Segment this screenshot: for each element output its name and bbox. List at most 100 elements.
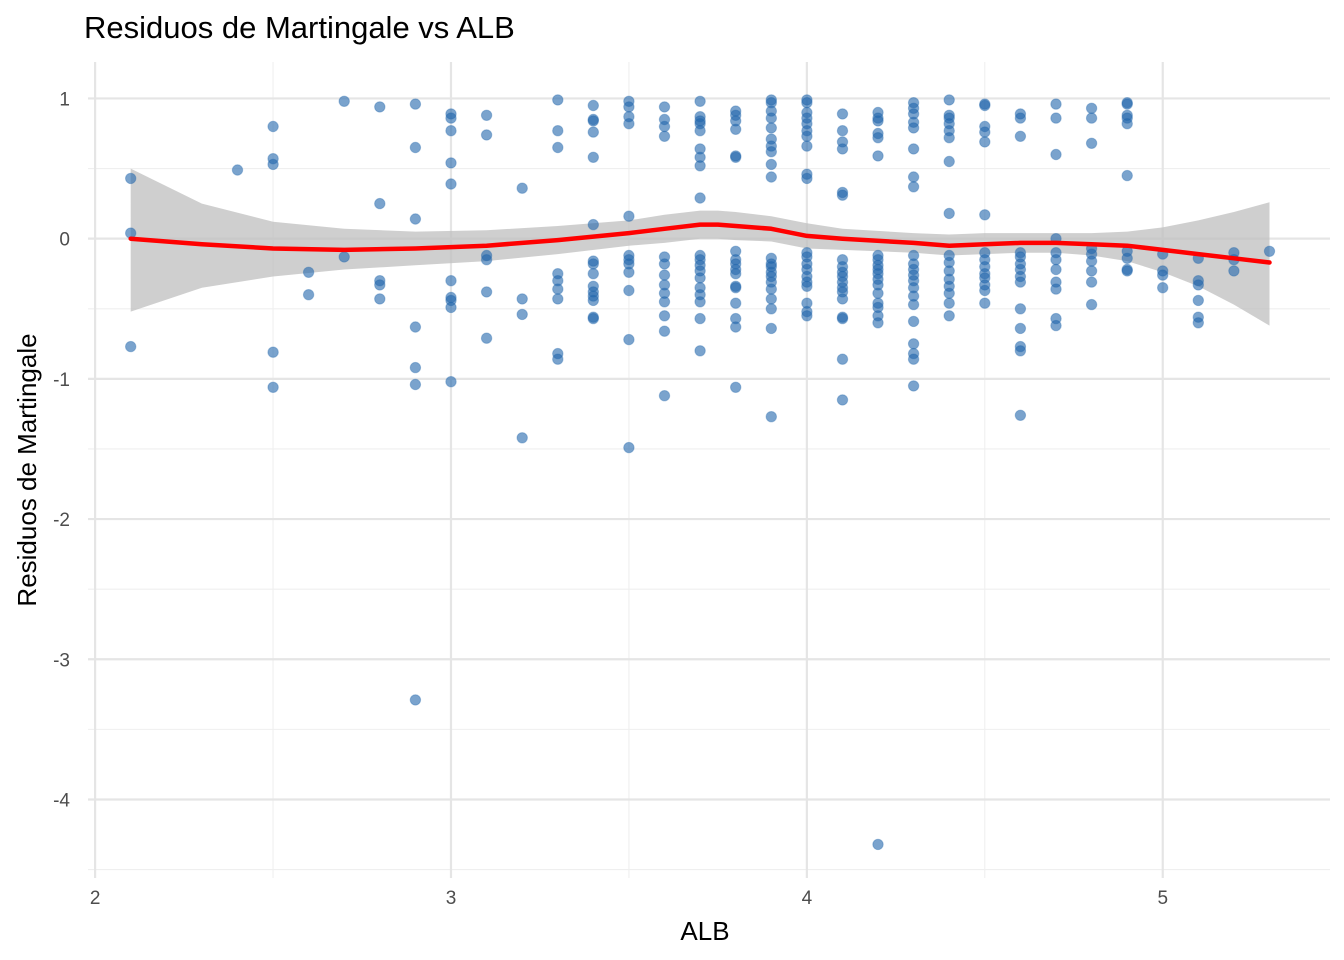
data-point: [872, 317, 884, 329]
data-point: [658, 269, 671, 281]
data-point: [765, 303, 777, 315]
data-point: [409, 141, 422, 154]
data-point: [694, 345, 706, 357]
data-point: [338, 251, 350, 263]
data-point: [623, 210, 635, 222]
data-point: [1050, 98, 1062, 110]
data-point: [1050, 283, 1062, 295]
data-point: [125, 172, 137, 185]
data-point: [801, 310, 813, 322]
data-point: [658, 310, 671, 322]
data-point: [1085, 276, 1098, 288]
data-point: [302, 266, 315, 278]
data-point: [979, 99, 991, 112]
data-point: [125, 340, 137, 353]
data-point: [623, 266, 635, 278]
data-point: [409, 98, 422, 110]
data-point: [267, 346, 279, 358]
data-point: [907, 171, 920, 183]
data-point: [658, 101, 671, 113]
data-point: [409, 321, 422, 333]
data-point: [979, 136, 991, 148]
data-point: [1014, 409, 1027, 421]
data-point: [1192, 294, 1205, 307]
data-point: [1050, 112, 1062, 124]
data-point: [1085, 137, 1098, 150]
data-point: [1014, 345, 1027, 357]
data-point: [872, 132, 884, 144]
data-point: [907, 315, 920, 328]
data-point: [445, 376, 457, 388]
data-point: [516, 308, 528, 321]
data-point: [374, 101, 386, 113]
data-point: [979, 126, 991, 138]
data-point: [836, 293, 849, 305]
data-point: [623, 441, 635, 454]
data-point: [516, 293, 528, 305]
confidence-band-area: [130, 168, 1270, 326]
data-point: [979, 297, 991, 309]
data-point: [943, 297, 955, 309]
data-point: [943, 132, 955, 144]
data-point: [765, 122, 777, 134]
data-point: [801, 172, 813, 185]
data-point: [623, 333, 635, 346]
data-point: [836, 394, 849, 406]
data-point: [694, 312, 706, 325]
data-point: [516, 182, 528, 194]
data-point: [801, 280, 813, 292]
data-point: [445, 157, 457, 169]
data-point: [1192, 317, 1205, 329]
data-point: [552, 125, 564, 137]
data-point: [1121, 265, 1133, 277]
chart-title: Residuos de Martingale vs ALB: [84, 10, 515, 45]
data-point: [658, 120, 671, 133]
data-point: [730, 282, 742, 294]
data-point: [1085, 298, 1098, 311]
data-point: [658, 325, 671, 337]
x-axis-ticks: 2 3 4 5: [90, 888, 1168, 909]
data-point: [552, 94, 564, 106]
data-point: [730, 268, 742, 280]
data-point: [302, 289, 315, 301]
confidence-band: [130, 168, 1270, 326]
data-point: [623, 118, 635, 130]
x-tick-label: 5: [1157, 888, 1168, 909]
data-point: [694, 272, 706, 284]
data-point: [836, 189, 849, 201]
data-point: [836, 312, 849, 325]
data-point: [587, 126, 599, 138]
data-point: [1014, 112, 1027, 124]
data-point: [801, 97, 813, 109]
data-point: [516, 432, 528, 444]
data-point: [1050, 263, 1062, 276]
data-point: [765, 158, 777, 171]
data-point: [374, 279, 386, 291]
data-point: [765, 112, 777, 124]
data-point: [587, 218, 599, 231]
data-point: [231, 164, 244, 176]
data-point: [979, 284, 991, 297]
data-point: [552, 283, 564, 295]
data-point: [1263, 245, 1276, 258]
data-point: [1050, 254, 1062, 266]
data-point: [765, 146, 777, 158]
data-point: [730, 151, 742, 164]
data-point: [1014, 130, 1027, 143]
grid: [88, 62, 1330, 878]
data-point: [1121, 118, 1133, 130]
data-point: [1157, 269, 1169, 281]
data-point: [587, 312, 599, 325]
data-point: [765, 171, 777, 183]
data-point: [623, 284, 635, 297]
data-point: [587, 294, 599, 307]
data-point: [907, 338, 920, 350]
data-point: [836, 125, 849, 137]
data-point: [587, 99, 599, 112]
data-point: [872, 838, 884, 851]
data-point: [694, 296, 706, 308]
data-point: [587, 115, 599, 127]
data-point: [658, 390, 671, 402]
data-point: [480, 286, 493, 298]
